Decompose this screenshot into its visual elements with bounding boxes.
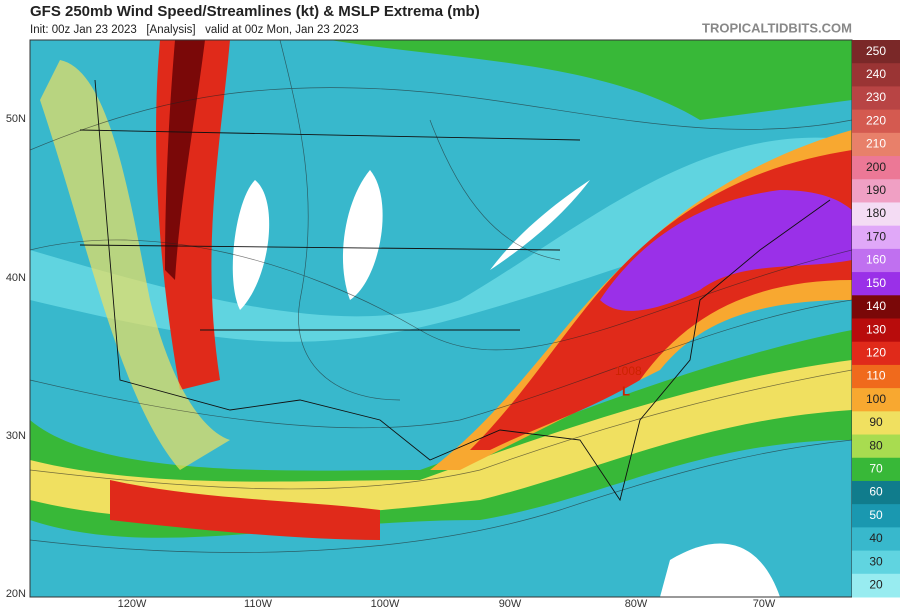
- lon-label: 70W: [753, 598, 776, 610]
- map: 1008 L: [29, 39, 853, 598]
- colorbar-label: 70: [869, 462, 883, 476]
- colorbar-swatch: [852, 550, 900, 575]
- colorbar-swatch: [852, 202, 900, 227]
- colorbar-label: 80: [869, 438, 883, 452]
- colorbar-swatch: [852, 504, 900, 528]
- lon-label: 90W: [499, 598, 522, 610]
- colorbar-swatch: [852, 388, 900, 412]
- colorbar-swatch: [852, 364, 900, 389]
- lat-label: 50N: [6, 113, 26, 125]
- lon-label: 110W: [244, 598, 273, 610]
- colorbar-label: 150: [866, 276, 886, 290]
- colorbar-label: 100: [866, 392, 886, 406]
- lon-label: 80W: [625, 598, 648, 610]
- subtitle: Init: 00z Jan 23 2023 [Analysis] valid a…: [30, 24, 359, 36]
- colorbar-label: 160: [866, 253, 886, 267]
- colorbar-swatch: [852, 248, 900, 273]
- lat-label: 40N: [6, 272, 26, 284]
- colorbar-swatch: [852, 86, 900, 111]
- colorbar-label: 230: [866, 90, 886, 104]
- colorbar-swatch: [852, 434, 900, 459]
- colorbar-label: 110: [866, 369, 885, 383]
- colorbar-label: 50: [869, 508, 883, 522]
- colorbar-label: 30: [869, 554, 883, 568]
- low-symbol: L: [622, 383, 630, 398]
- colorbar-swatch: [852, 411, 900, 436]
- colorbar-label: 200: [866, 160, 886, 174]
- colorbar-label: 250: [866, 44, 886, 58]
- colorbar-label: 40: [869, 531, 883, 545]
- colorbar-label: 90: [869, 415, 883, 429]
- colorbar-swatch: [852, 63, 900, 87]
- colorbar-label: 130: [866, 322, 886, 336]
- lon-label: 120W: [118, 598, 147, 610]
- colorbar-swatch: [852, 179, 900, 203]
- source: TROPICALTIDBITS.COM: [702, 20, 852, 35]
- lat-label: 30N: [6, 430, 26, 442]
- colorbar-label: 210: [866, 137, 886, 151]
- colorbar-label: 120: [866, 345, 886, 359]
- pressure-label: 1008: [615, 364, 642, 378]
- colorbar-label: 140: [866, 299, 886, 313]
- colorbar-swatch: [852, 341, 900, 366]
- colorbar-label: 240: [866, 67, 886, 81]
- colorbar-swatch: [852, 457, 900, 482]
- colorbar-swatch: [852, 295, 900, 319]
- colorbar-swatch: [852, 573, 900, 598]
- title: GFS 250mb Wind Speed/Streamlines (kt) & …: [30, 3, 480, 20]
- colorbar-swatch: [852, 40, 900, 64]
- colorbar-label: 20: [869, 578, 883, 592]
- colorbar-swatch: [852, 109, 900, 134]
- colorbar-label: 60: [869, 485, 883, 499]
- colorbar-label: 180: [866, 206, 886, 220]
- colorbar-swatch: [852, 318, 900, 343]
- lat-label: 20N: [6, 588, 26, 600]
- colorbar-label: 220: [866, 113, 886, 127]
- colorbar-label: 170: [866, 229, 886, 243]
- colorbar-swatch: [852, 480, 900, 505]
- lon-label: 100W: [371, 598, 400, 610]
- colorbar-swatch: [852, 527, 900, 552]
- colorbar-swatch: [852, 132, 900, 157]
- colorbar-swatch: [852, 156, 900, 180]
- colorbar-swatch: [852, 272, 900, 296]
- colorbar-label: 190: [866, 183, 886, 197]
- colorbar-swatch: [852, 225, 900, 250]
